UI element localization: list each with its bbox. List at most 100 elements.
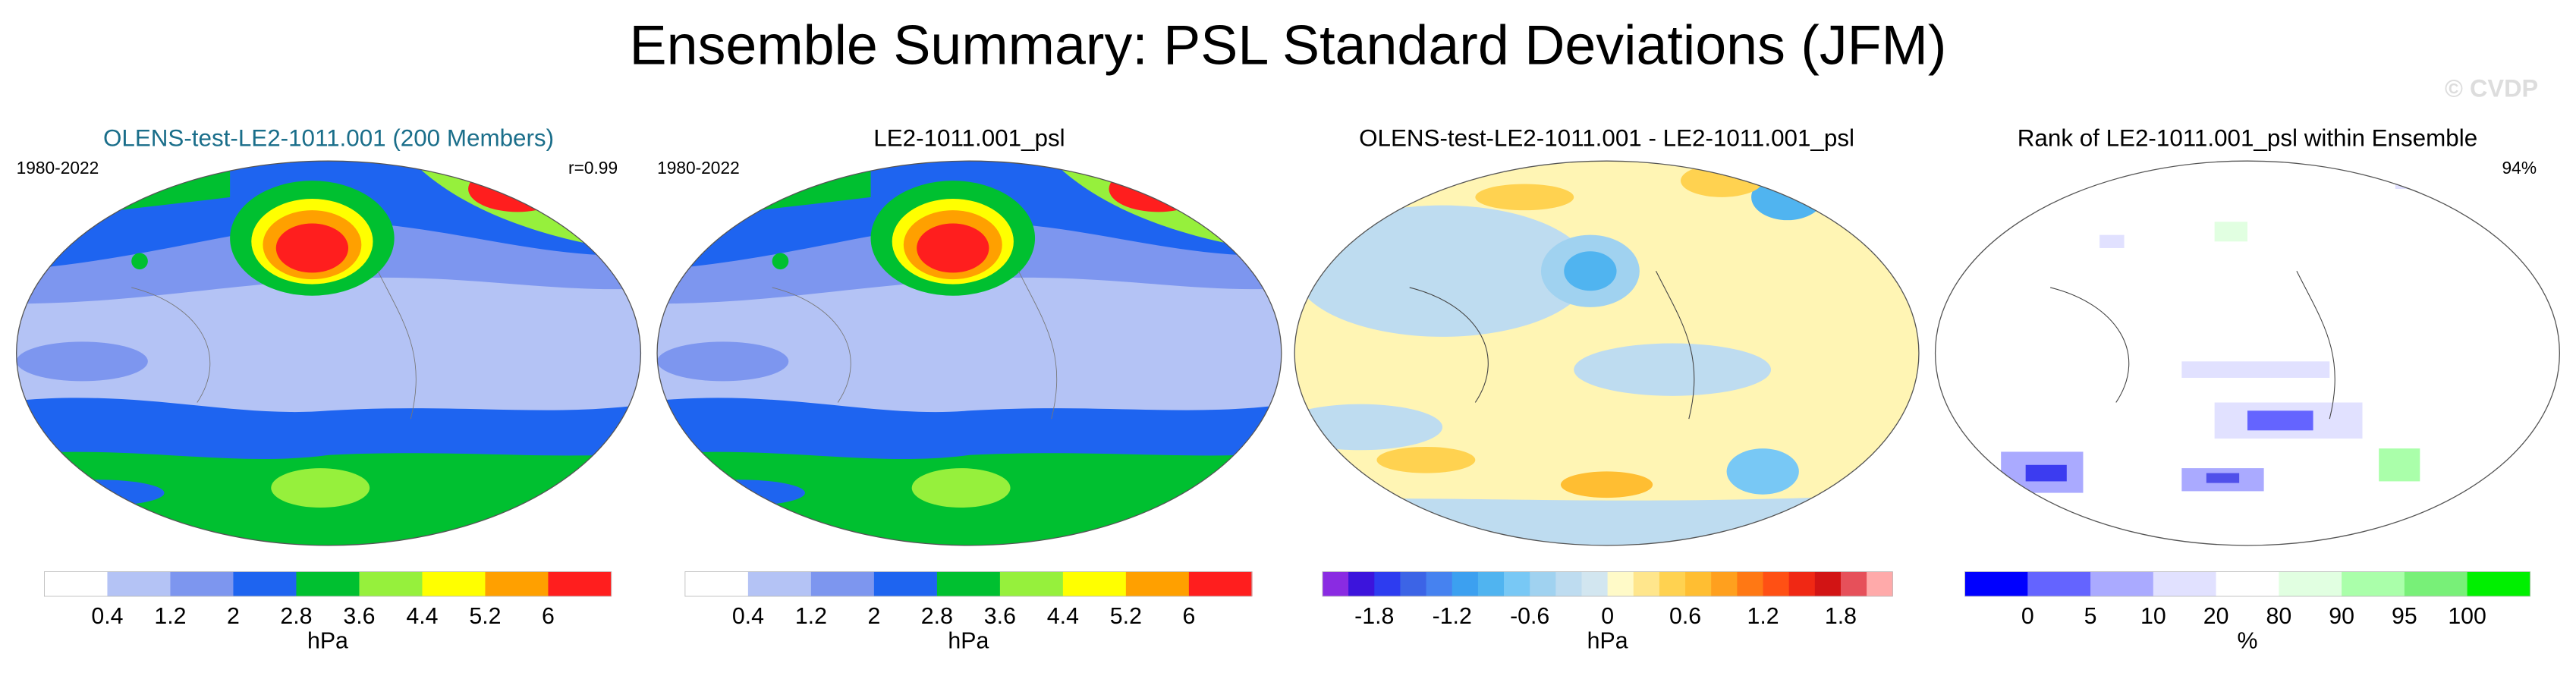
colorbar-tick-label: 2 <box>867 604 880 629</box>
colorbar-tick-label: 1.2 <box>795 604 827 629</box>
colorbar-tick-label: 3.6 <box>984 604 1016 629</box>
color-box <box>1374 571 1401 596</box>
colorbar-frame <box>1322 571 1893 597</box>
panel-title: Rank of LE2-1011.001_psl within Ensemble <box>2018 124 2477 151</box>
map <box>1919 140 2576 567</box>
color-box <box>1426 571 1453 596</box>
colorbar-tick-label: 4.4 <box>406 604 438 629</box>
colorbar-label: % <box>2237 629 2257 654</box>
period-label: 1980-2022 <box>657 158 740 178</box>
color-box <box>1763 571 1790 596</box>
colorbar-tick-label: 80 <box>2266 604 2291 629</box>
color-box <box>1867 571 1893 596</box>
colorbar-tick-label: 1.8 <box>1825 604 1857 629</box>
map <box>640 140 1297 567</box>
color-box <box>2090 571 2154 596</box>
map <box>0 140 657 567</box>
figure-title: Ensemble Summary: PSL Standard Deviation… <box>630 13 1947 76</box>
color-box <box>107 571 171 596</box>
period-label: 1980-2022 <box>17 158 99 178</box>
colorbar-label: hPa <box>307 629 348 654</box>
color-box <box>1633 571 1660 596</box>
colorbar-tick-label: 2 <box>227 604 240 629</box>
colorbar-frame <box>1964 571 2530 597</box>
color-box <box>44 571 109 596</box>
colorbar-tick-label: 0.4 <box>732 604 764 629</box>
colorbar-tick-label: -1.2 <box>1433 604 1472 629</box>
colorbar-tick-label: 90 <box>2329 604 2354 629</box>
color-box <box>1711 571 1738 596</box>
color-box <box>1062 571 1127 596</box>
colorbar-tick-label: 95 <box>2392 604 2417 629</box>
color-box <box>1400 571 1427 596</box>
colorbar-tick-label: 10 <box>2140 604 2166 629</box>
colorbar-tick-label: 5.2 <box>469 604 501 629</box>
colorbar-tick-label: 1.2 <box>1747 604 1779 629</box>
color-box <box>810 571 875 596</box>
colorbar-tick-label: 6 <box>1182 604 1195 629</box>
colorbar-tick-label: 6 <box>542 604 555 629</box>
color-box <box>170 571 234 596</box>
color-box <box>2279 571 2342 596</box>
color-box <box>1322 571 1349 596</box>
panel-title: LE2-1011.001_psl <box>873 124 1065 151</box>
colorbar-tick-label: -1.8 <box>1354 604 1394 629</box>
color-box <box>1504 571 1530 596</box>
colorbar-frame <box>684 571 1253 597</box>
color-box <box>1814 571 1842 596</box>
color-box <box>2216 571 2279 596</box>
watermark: © CVDP <box>2445 75 2538 102</box>
color-box <box>684 571 749 596</box>
panel-title: OLENS-test-LE2-1011.001 (200 Members) <box>103 124 554 151</box>
color-box <box>873 571 938 596</box>
color-box <box>1737 571 1764 596</box>
colorbar-tick-label: 4.4 <box>1047 604 1079 629</box>
colorbar-tick-label: 100 <box>2448 604 2486 629</box>
stat-label: r=0.99 <box>568 158 618 178</box>
colorbar-tick-label: 20 <box>2203 604 2229 629</box>
color-box <box>1125 571 1190 596</box>
color-box <box>2027 571 2091 596</box>
color-box <box>2342 571 2405 596</box>
colorbar-tick-label: 2.8 <box>280 604 312 629</box>
colorbar-tick-label: 1.2 <box>154 604 186 629</box>
color-box <box>2404 571 2468 596</box>
colorbar-tick-label: 3.6 <box>343 604 375 629</box>
color-box <box>1659 571 1686 596</box>
color-box <box>999 571 1064 596</box>
map <box>1279 140 1936 567</box>
color-box <box>422 571 486 596</box>
colorbar-tick-label: -0.6 <box>1510 604 1549 629</box>
colorbar-tick-label: 2.8 <box>921 604 953 629</box>
color-box <box>296 571 360 596</box>
color-box <box>1477 571 1505 596</box>
colorbar-tick-label: 0 <box>2021 604 2034 629</box>
color-box <box>1607 571 1634 596</box>
colorbar-label: hPa <box>1587 629 1628 654</box>
color-box <box>1530 571 1556 596</box>
color-box <box>1685 571 1712 596</box>
color-box <box>359 571 423 596</box>
color-box <box>747 571 812 596</box>
color-box <box>1581 571 1609 596</box>
colorbar-tick-label: 5.2 <box>1110 604 1142 629</box>
color-box <box>548 571 612 596</box>
color-box <box>1555 571 1583 596</box>
color-box <box>485 571 549 596</box>
colorbar-tick-label: 0.4 <box>91 604 123 629</box>
color-box <box>1452 571 1479 596</box>
colorbar-tick-label: 5 <box>2084 604 2097 629</box>
color-box <box>2153 571 2217 596</box>
colorbar-tick-label: 0 <box>1601 604 1614 629</box>
stat-label: 94% <box>2502 158 2537 178</box>
color-box <box>1840 571 1867 596</box>
color-box <box>936 571 1001 596</box>
color-box <box>233 571 297 596</box>
colorbar-tick-label: 0.6 <box>1669 604 1701 629</box>
color-box <box>1788 571 1816 596</box>
panel-title: OLENS-test-LE2-1011.001 - LE2-1011.001_p… <box>1359 124 1854 151</box>
color-box <box>1964 571 2028 596</box>
colorbar-frame <box>44 571 612 597</box>
